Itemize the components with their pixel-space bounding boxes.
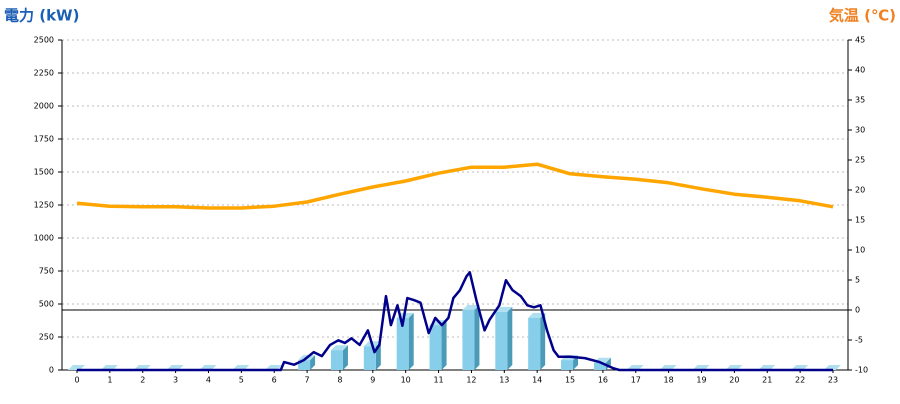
bar-face [528, 317, 541, 370]
x-tick-label: 23 [828, 376, 838, 385]
bar-face [330, 345, 348, 351]
bar-face [462, 304, 480, 310]
bar-face [507, 306, 513, 370]
y-tick-label: 250 [39, 333, 54, 342]
bar-face [495, 306, 513, 312]
x-tick-label: 20 [729, 376, 739, 385]
y-tick-label: 1000 [34, 234, 54, 243]
y2-tick-label: 0 [855, 306, 860, 315]
bar-face [310, 355, 316, 370]
x-tick-label: 1 [107, 376, 112, 385]
x-tick-label: 10 [401, 376, 411, 385]
x-tick-label: 2 [140, 376, 145, 385]
bar-face [528, 312, 546, 318]
bar-face [495, 311, 508, 370]
bar-face [342, 345, 348, 370]
x-tick-label: 19 [696, 376, 706, 385]
x-tick-label: 11 [433, 376, 443, 385]
line [76, 162, 834, 210]
y-tick-label: 500 [39, 300, 54, 309]
bar-face [396, 317, 409, 370]
x-tick-label: 6 [272, 376, 277, 385]
bar [363, 341, 381, 370]
y-tick-label: 1250 [34, 201, 54, 210]
x-tick-label: 22 [795, 376, 805, 385]
y-tick-label: 2500 [34, 36, 54, 45]
y2-tick-label: 25 [855, 156, 865, 165]
y2-tick-label: 35 [855, 96, 865, 105]
bar-face [429, 325, 442, 370]
bar [462, 304, 480, 370]
x-tick-label: 0 [74, 376, 79, 385]
x-tick-label: 8 [337, 376, 342, 385]
y-tick-label: 750 [39, 267, 54, 276]
x-tick-label: 15 [565, 376, 575, 385]
x-tick-label: 16 [598, 376, 608, 385]
y-axis-title: 電力 (kW) [4, 7, 79, 25]
bar-face [605, 357, 611, 370]
y2-tick-label: 5 [855, 276, 860, 285]
x-tick-label: 5 [239, 376, 244, 385]
y-tick-label: 2250 [34, 69, 54, 78]
line [77, 271, 833, 372]
x-tick-label: 4 [206, 376, 211, 385]
x-tick-label: 12 [466, 376, 476, 385]
y2-tick-label: 15 [855, 216, 865, 225]
x-tick-label: 3 [173, 376, 178, 385]
x-tick-label: 17 [631, 376, 641, 385]
bar-face [593, 362, 606, 370]
y2-axis-title: 気温 (℃) [829, 7, 896, 25]
y2-tick-label: 20 [855, 186, 865, 195]
y-tick-label: 1750 [34, 135, 54, 144]
bar [396, 312, 414, 370]
bar-face [441, 320, 447, 370]
bar [528, 312, 546, 370]
y2-tick-label: 40 [855, 66, 865, 75]
y-tick-label: 2000 [34, 102, 54, 111]
bar-face [408, 312, 414, 370]
bar [330, 345, 348, 370]
bar-face [330, 350, 343, 370]
bar-face [363, 346, 376, 370]
y-tick-label: 0 [49, 366, 54, 375]
bar-face [298, 360, 311, 370]
y2-tick-label: -5 [855, 336, 863, 345]
x-tick-label: 9 [370, 376, 375, 385]
x-tick-label: 14 [532, 376, 542, 385]
bar-face [561, 360, 574, 370]
bar-face [462, 309, 475, 370]
x-tick-label: 13 [499, 376, 509, 385]
bar-face [474, 304, 480, 370]
bar-face [540, 312, 546, 370]
bar [429, 320, 447, 370]
y2-tick-label: 45 [855, 36, 865, 45]
y2-tick-label: 10 [855, 246, 865, 255]
bar [495, 306, 513, 370]
x-tick-label: 7 [305, 376, 310, 385]
y2-tick-label: 30 [855, 126, 865, 135]
x-tick-label: 18 [664, 376, 674, 385]
x-tick-label: 21 [762, 376, 772, 385]
y2-tick-label: -10 [855, 366, 868, 375]
bar-face [573, 355, 579, 370]
y-tick-label: 1500 [34, 168, 54, 177]
